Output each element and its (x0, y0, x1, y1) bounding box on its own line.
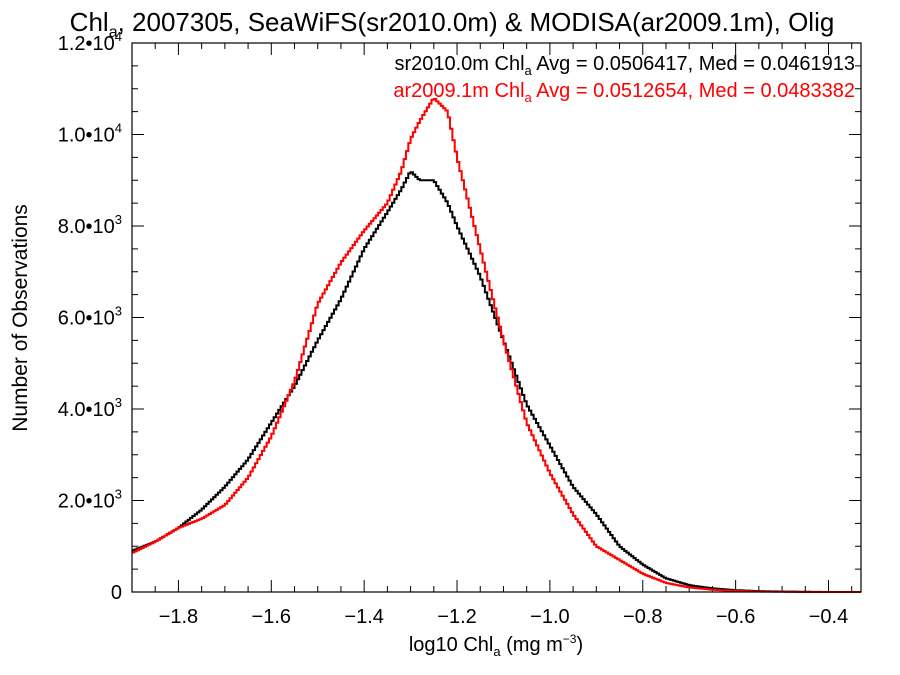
y-tick-label-3: 6.0•103 (58, 304, 122, 330)
plot-frame (131, 42, 862, 593)
y-tick-exponent: 4 (115, 121, 122, 136)
legend-entry-prefix: ar2009.1m Chl (393, 80, 524, 102)
y-tick-label-4: 8.0•103 (58, 212, 122, 238)
x-tick-label-6: −0.6 (716, 606, 755, 628)
x-axis-label-subscript: a (493, 644, 501, 659)
legend-entry-ar2009.1m: ar2009.1m Chla Avg = 0.0512654, Med = 0.… (393, 80, 855, 105)
chart-title-suffix: , 2007305, SeaWiFS(sr2010.0m) & MODISA(a… (118, 7, 835, 37)
x-tick-label-2: −1.4 (344, 606, 383, 628)
x-tick-label-0: −1.8 (159, 606, 198, 628)
series-layer (132, 98, 861, 593)
chart-title: Chla, 2007305, SeaWiFS(sr2010.0m) & MODI… (70, 7, 835, 41)
x-axis-label-suffix: (mg m (501, 634, 563, 656)
x-tick-label-3: −1.2 (437, 606, 476, 628)
y-tick-label-6: 1.2•104 (58, 29, 122, 55)
x-axis-label-prefix: log10 Chl (409, 634, 494, 656)
legend-entry-suffix: Avg = 0.0512654, Med = 0.0483382 (532, 80, 855, 102)
y-tick-mantissa: 4.0•10 (58, 399, 115, 421)
legend: sr2010.0m Chla Avg = 0.0506417, Med = 0.… (393, 53, 855, 105)
y-tick-mantissa: 8.0•10 (58, 216, 115, 238)
x-axis-label-superscript: −3 (563, 632, 577, 646)
y-axis-ticks: 02.0•1034.0•1036.0•1038.0•1031.0•1041.2•… (58, 29, 861, 604)
y-tick-label-1: 2.0•103 (58, 487, 122, 513)
y-tick-mantissa: 1.0•10 (58, 125, 115, 147)
y-tick-label-2: 4.0•103 (58, 395, 122, 421)
x-axis-label-end: ) (576, 634, 583, 656)
y-tick-exponent: 3 (115, 487, 122, 502)
y-axis-label: Number of Observations (9, 204, 32, 432)
y-tick-exponent: 3 (115, 395, 122, 410)
legend-entry-suffix: Avg = 0.0506417, Med = 0.0461913 (532, 53, 855, 75)
legend-entry-subscript: a (525, 90, 533, 105)
legend-entry-prefix: sr2010.0m Chl (394, 53, 524, 75)
y-tick-exponent: 3 (115, 212, 122, 227)
x-tick-label-4: −1.0 (530, 606, 569, 628)
y-tick-label-0: 0 (111, 582, 122, 604)
x-tick-label-7: −0.4 (809, 606, 848, 628)
x-axis-ticks: −1.8 −1.6 −1.4 −1.2 −1.0 −0.8 −0.6 −0.4 (154, 43, 853, 628)
x-tick-label-5: −0.8 (623, 606, 662, 628)
y-tick-mantissa: 0 (111, 582, 122, 604)
y-tick-exponent: 3 (115, 304, 122, 319)
legend-entry-sr2010.0m: sr2010.0m Chla Avg = 0.0506417, Med = 0.… (394, 53, 855, 78)
y-tick-exponent: 4 (115, 29, 122, 44)
y-tick-mantissa: 6.0•10 (58, 308, 115, 330)
y-tick-mantissa: 2.0•10 (58, 491, 115, 513)
y-tick-mantissa: 1.2•10 (58, 33, 115, 55)
legend-entry-subscript: a (525, 63, 533, 78)
y-tick-label-5: 1.0•104 (58, 121, 122, 147)
series-line-ar2009.1m (132, 98, 861, 593)
x-axis-label: log10 Chla (mg m−3) (409, 632, 583, 659)
x-tick-label-1: −1.6 (252, 606, 291, 628)
chart-title-prefix: Chl (70, 7, 109, 37)
series-line-sr2010.0m (132, 171, 861, 593)
chart-title-subscript: a (109, 24, 118, 41)
